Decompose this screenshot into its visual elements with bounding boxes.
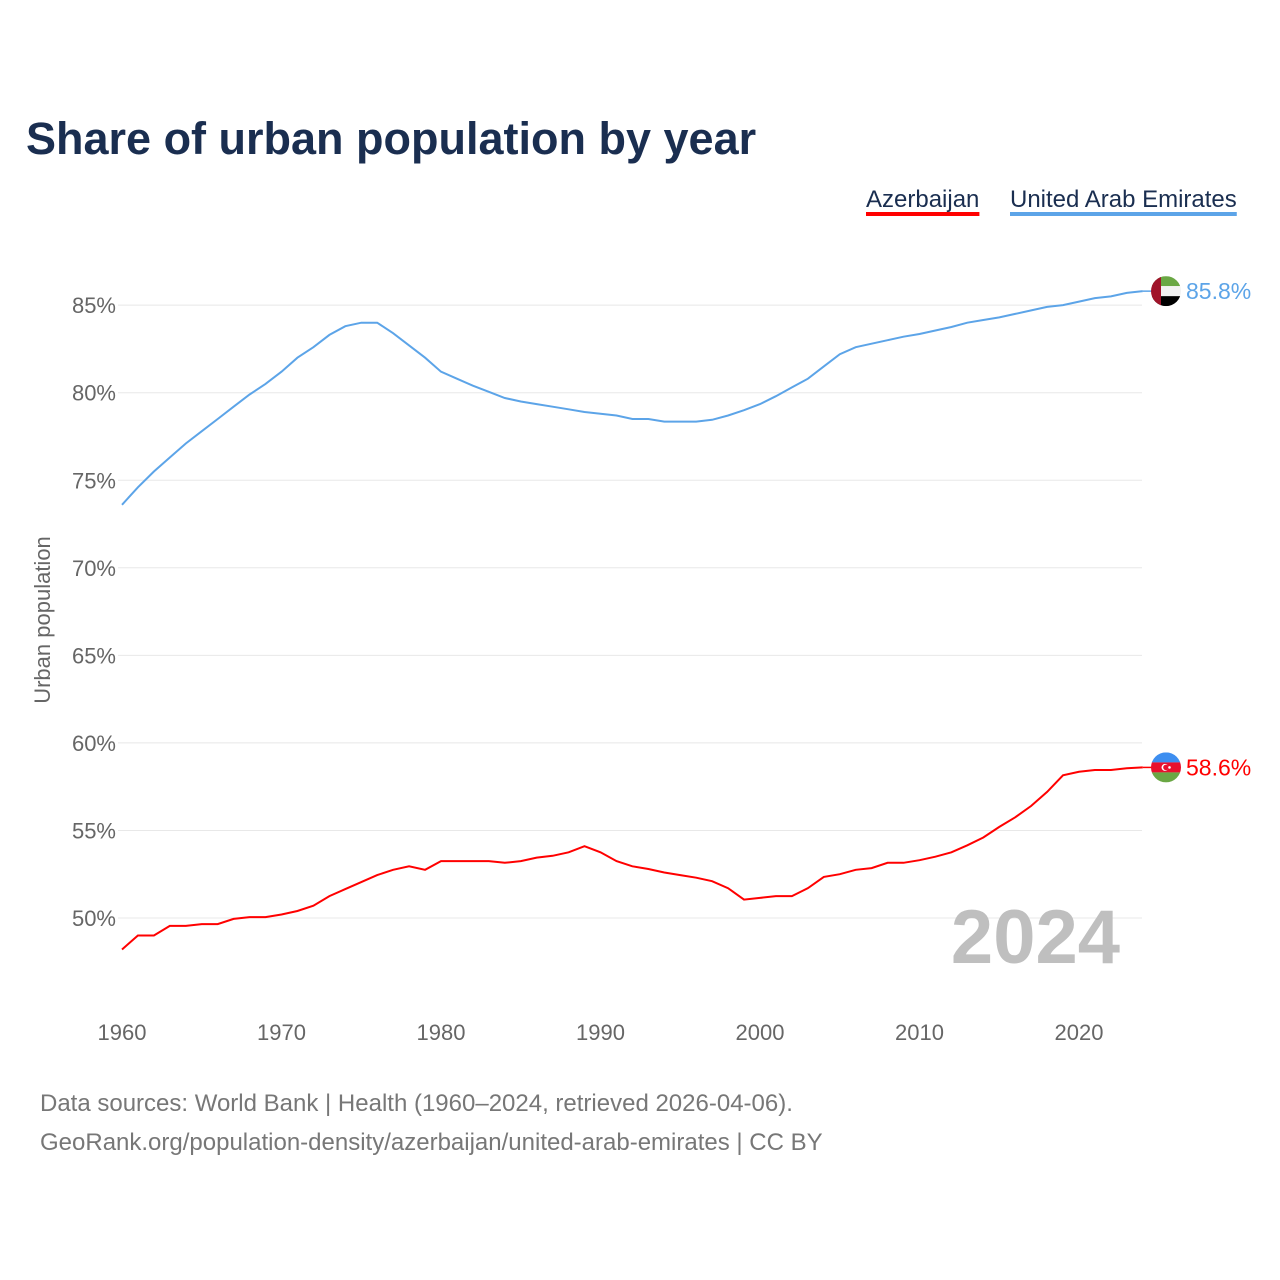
year-watermark: 2024 xyxy=(951,895,1120,980)
y-tick-label: 70% xyxy=(72,556,116,581)
series-lines xyxy=(121,290,1143,951)
x-tick-label: 1990 xyxy=(576,1020,625,1045)
y-tick-label: 55% xyxy=(72,818,116,843)
y-tick-label: 60% xyxy=(72,731,116,756)
legend-item-azerbaijan[interactable]: Azerbaijan xyxy=(866,186,979,213)
x-tick-label: 1970 xyxy=(257,1020,306,1045)
end-value-label: 85.8% xyxy=(1186,278,1251,304)
footer-source: Data sources: World Bank | Health (1960–… xyxy=(40,1090,793,1117)
uae-flag-icon xyxy=(1151,276,1181,307)
x-tick-label: 2000 xyxy=(736,1020,785,1045)
x-tick-label: 1980 xyxy=(417,1020,466,1045)
y-tick-label: 50% xyxy=(72,906,116,931)
end-labels: 58.6% 85.8% xyxy=(1142,276,1251,783)
grid xyxy=(118,304,1142,919)
legend-swatch xyxy=(1010,212,1237,216)
legend-swatch xyxy=(866,212,980,216)
x-tick-label: 1960 xyxy=(98,1020,147,1045)
y-axis: 50% 55% 60% 65% 70% 75% 80% 85% xyxy=(72,293,116,931)
x-tick-label: 2020 xyxy=(1055,1020,1104,1045)
series-line-uae xyxy=(121,290,1143,506)
legend: Azerbaijan United Arab Emirates xyxy=(866,186,1237,216)
y-tick-label: 85% xyxy=(72,293,116,318)
end-value-label: 58.6% xyxy=(1186,754,1251,780)
y-tick-label: 80% xyxy=(72,381,116,406)
y-axis-label: Urban population xyxy=(30,536,55,704)
series-line-azerbaijan xyxy=(121,766,1143,951)
azerbaijan-flag-icon xyxy=(1151,752,1181,783)
y-tick-label: 65% xyxy=(72,643,116,668)
chart-title: Share of urban population by year xyxy=(26,113,756,164)
x-axis: 1960 1970 1980 1990 2000 2010 2020 xyxy=(98,1020,1104,1045)
x-tick-label: 2010 xyxy=(895,1020,944,1045)
y-tick-label: 75% xyxy=(72,468,116,493)
footer-link[interactable]: GeoRank.org/population-density/azerbaija… xyxy=(40,1129,823,1156)
legend-item-uae[interactable]: United Arab Emirates xyxy=(1010,186,1237,213)
